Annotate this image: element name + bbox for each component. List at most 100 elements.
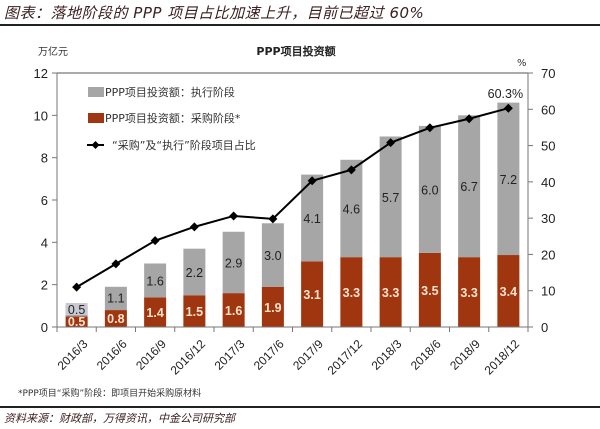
left-tick-label: 4 [41, 235, 48, 250]
ratio-annotation: 60.3% [488, 87, 523, 101]
bar-execution [261, 223, 284, 287]
data-label-procurement: 3.1 [303, 288, 320, 302]
data-label-execution: 1.1 [107, 291, 124, 305]
bar-procurement [65, 316, 88, 327]
bar-execution [301, 174, 324, 262]
left-tick-label: 12 [34, 66, 48, 81]
source-rule [0, 406, 600, 408]
data-label-procurement: 0.8 [107, 312, 124, 326]
bar-procurement [418, 252, 441, 327]
x-tick-label: 2018/3 [369, 337, 405, 373]
figure-title: 图表：落地阶段的 PPP 项目占比加速上升，目前已超过 60% [4, 4, 425, 22]
bar-procurement [379, 257, 402, 327]
legend-swatch-procurement [88, 113, 104, 123]
x-tick-label: 2018/12 [482, 337, 523, 378]
ratio-point [268, 214, 278, 224]
x-tick-label: 2018/6 [408, 337, 444, 373]
right-tick-label: 70 [541, 66, 555, 81]
bar-procurement [458, 257, 481, 327]
data-label-procurement: 3.5 [421, 284, 438, 298]
x-tick-label: 2017/12 [325, 337, 366, 378]
data-label-procurement: 1.9 [264, 301, 281, 315]
legend-label: “采购”及“执行”阶段项目占比 [112, 138, 256, 152]
ratio-point [111, 259, 121, 269]
data-label-execution: 1.6 [146, 274, 163, 288]
data-label-procurement: 1.4 [146, 306, 163, 320]
ratio-point [307, 176, 317, 186]
bar-procurement [104, 310, 127, 327]
legend-swatch-execution [88, 87, 104, 97]
left-tick-label: 2 [41, 278, 48, 293]
chart-title: PPP项目投资额 [256, 44, 335, 58]
legend-diamond-marker [91, 141, 100, 149]
bar-execution [222, 231, 245, 294]
ratio-point [346, 165, 356, 175]
data-label-execution: 7.2 [500, 173, 517, 187]
bar-labels: 0.50.5 0.8 1.1 1.4 1.6 1.5 2.2 1.6 2.9 1.9 3.0 3.1 4… [65, 173, 517, 329]
x-tick-label: 2017/9 [290, 337, 326, 373]
ratio-point [464, 114, 474, 124]
source-note: 资料来源：财政部，万得资讯，中金公司研究部 [4, 412, 235, 425]
footnote: *PPP项目“采购”阶段：即项目开始采购原材料 [18, 389, 202, 399]
right-tick-label: 60 [541, 102, 555, 117]
left-axis-unit: 万亿元 [38, 45, 68, 58]
bar-procurement [222, 293, 245, 327]
x-tick-label: 2016/3 [55, 337, 91, 373]
ratio-line-path [76, 107, 509, 288]
legend-label: PPP项目投资额：采购阶段* [105, 111, 241, 125]
data-label-execution: 0.5 [68, 303, 85, 317]
data-label-procurement: 0.5 [68, 315, 85, 329]
data-label-procurement: 3.4 [500, 285, 517, 299]
bar-execution [458, 115, 481, 258]
data-label-execution: 2.2 [186, 266, 203, 280]
right-tick-label: 0 [541, 320, 548, 335]
right-tick-label: 40 [541, 175, 555, 190]
right-tick-label: 10 [541, 284, 555, 299]
x-tick-label: 2016/6 [94, 337, 130, 373]
bar-procurement [183, 295, 206, 327]
data-label-execution: 6.7 [460, 180, 477, 194]
bars [65, 102, 520, 327]
title-rule [0, 24, 600, 26]
data-label-execution: 3.0 [264, 249, 281, 263]
bar-execution [497, 102, 520, 256]
x-tick-label: 2016/9 [133, 337, 169, 373]
data-label-procurement: 3.3 [460, 286, 477, 300]
left-tick-label: 8 [41, 151, 48, 166]
data-label-procurement: 1.6 [225, 304, 242, 318]
right-axis-unit: % [517, 58, 527, 69]
x-tick-label: 2017/6 [251, 337, 287, 373]
bar-execution [379, 136, 402, 258]
bar-execution [183, 248, 206, 296]
data-label-execution: 6.0 [421, 183, 438, 197]
ratio-point [72, 282, 82, 292]
ratio-line: 60.3% [72, 87, 523, 292]
left-tick-label: 0 [41, 320, 48, 335]
bar-procurement [144, 297, 167, 327]
data-label-procurement: 3.3 [343, 286, 360, 300]
bar-execution [144, 263, 167, 298]
right-tick-label: 20 [541, 247, 555, 262]
legend-label: PPP项目投资额：执行阶段 [105, 85, 235, 99]
bar-procurement [261, 286, 284, 327]
ratio-point [150, 236, 160, 246]
ratio-point [503, 103, 513, 113]
left-tick-label: 6 [41, 193, 48, 208]
x-tick-label: 2017/3 [212, 337, 248, 373]
data-label-execution: 4.1 [303, 212, 320, 226]
ratio-point [425, 123, 435, 133]
bar-procurement [340, 257, 363, 327]
bar-execution [340, 159, 363, 258]
ratio-point [229, 211, 239, 221]
label-background [65, 303, 88, 315]
legend: PPP项目投资额：执行阶段 PPP项目投资额：采购阶段* “采购”及“执行”阶段项目… [87, 85, 256, 152]
x-tick-label: 2018/9 [447, 337, 483, 373]
ratio-point [189, 222, 199, 232]
bar-procurement [301, 261, 324, 327]
bar-execution [104, 286, 127, 311]
right-tick-label: 30 [541, 211, 555, 226]
ratio-point [386, 138, 396, 148]
left-tick-label: 10 [34, 108, 48, 123]
data-label-procurement: 1.5 [186, 305, 203, 319]
bar-procurement [497, 255, 520, 327]
